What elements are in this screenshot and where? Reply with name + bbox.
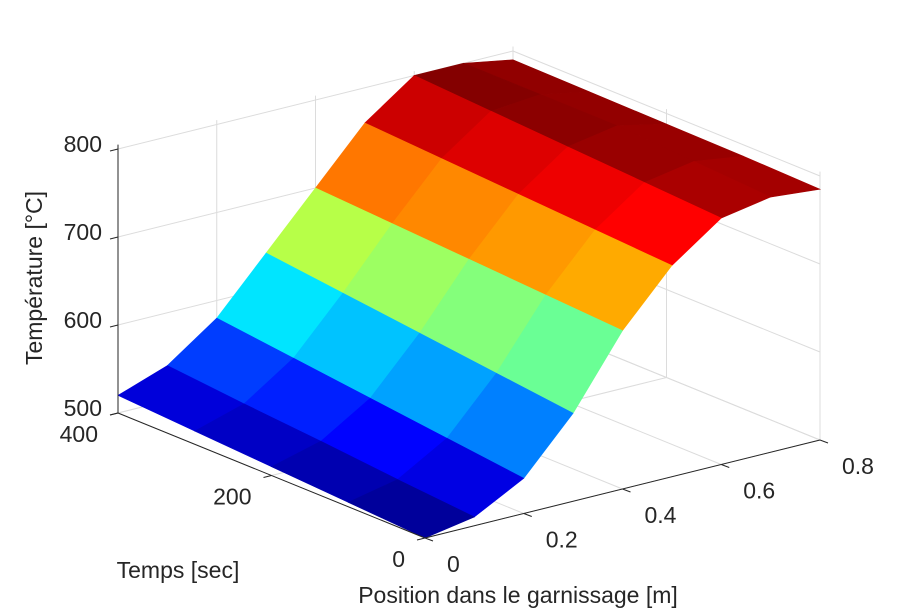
z-tick <box>109 412 119 416</box>
y-tick <box>263 475 272 478</box>
x-tick-label: 0.6 <box>743 478 775 504</box>
z-tick <box>109 236 119 240</box>
grid-line <box>512 50 821 177</box>
x-axis-label: Position dans le garnissage [m] <box>358 582 678 608</box>
surface <box>117 59 822 539</box>
y-tick-label: 0 <box>392 546 405 572</box>
x-tick <box>523 513 532 517</box>
x-tick <box>424 537 434 542</box>
z-tick-label: 800 <box>64 131 102 157</box>
surface-patch <box>347 479 476 539</box>
y-tick <box>416 537 426 541</box>
y-axis-label: Temps [sec] <box>117 557 240 583</box>
x-tick <box>819 439 829 444</box>
z-tick-label: 500 <box>64 395 102 421</box>
z-tick-label: 700 <box>64 219 102 245</box>
x-tick-label: 0.2 <box>546 527 578 553</box>
z-tick <box>109 148 119 152</box>
y-tick-label: 200 <box>213 484 251 510</box>
z-tick <box>109 324 119 328</box>
x-tick-label: 0.4 <box>645 502 677 528</box>
z-tick-label: 600 <box>64 307 102 333</box>
z-axis-label: Température [°C] <box>21 191 47 365</box>
x-tick-label: 0.8 <box>842 453 874 479</box>
x-tick-label: 0 <box>447 551 460 577</box>
x-tick <box>622 488 631 493</box>
x-tick <box>721 464 730 468</box>
y-tick-label: 400 <box>60 421 98 447</box>
